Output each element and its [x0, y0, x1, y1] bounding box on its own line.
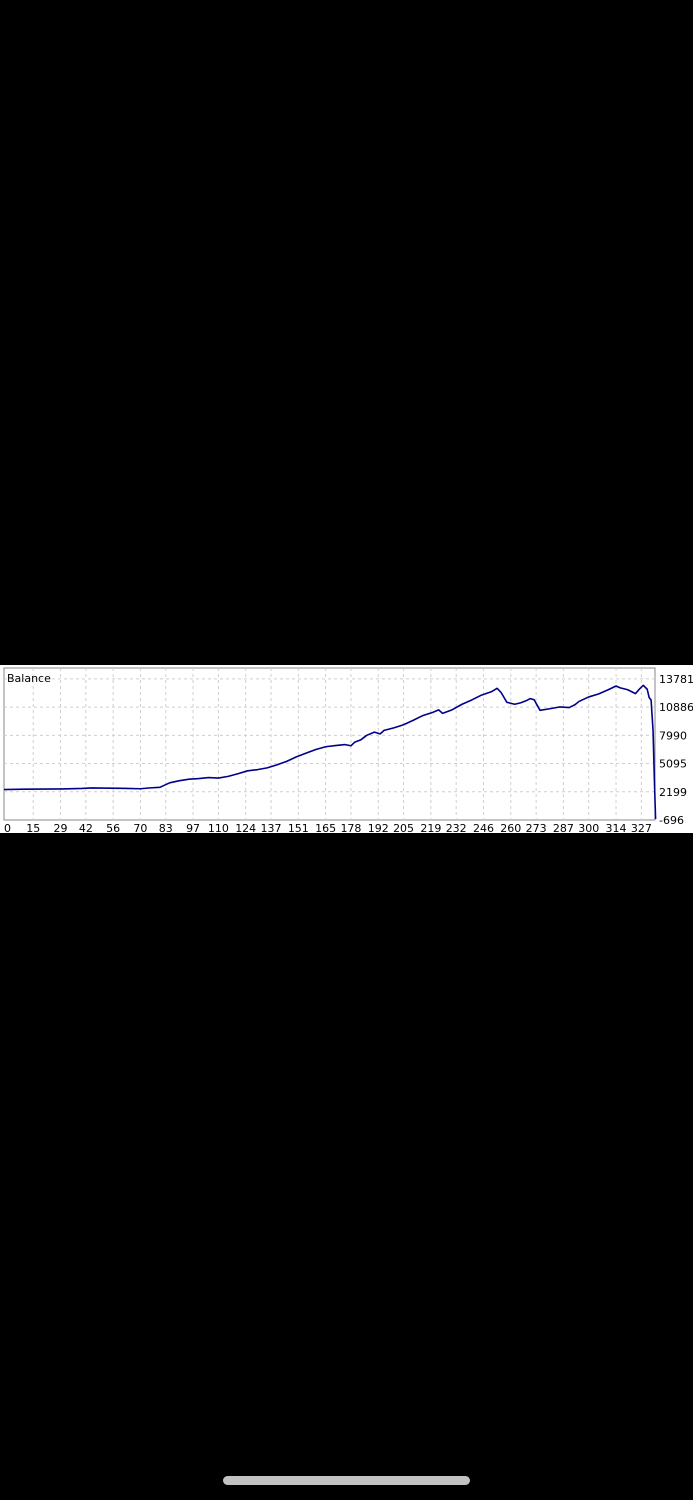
x-tick-label: 151	[288, 822, 309, 833]
x-tick-label: 232	[446, 822, 467, 833]
x-tick-label: 287	[553, 822, 574, 833]
x-tick-label: 246	[473, 822, 494, 833]
x-tick-label: 273	[526, 822, 547, 833]
balance-chart-panel: 0 15 29 42 56 70 83 97 110 124 137 151 165 178 192 205 2…	[0, 665, 693, 833]
x-tick-label: 137	[261, 822, 282, 833]
x-tick-label: 83	[159, 822, 173, 833]
x-tick-label: 29	[54, 822, 68, 833]
y-tick-label: 7990	[659, 729, 687, 742]
x-tick-label: 0	[4, 822, 11, 833]
x-tick-label: 192	[368, 822, 389, 833]
x-tick-label: 205	[393, 822, 414, 833]
home-indicator[interactable]	[223, 1476, 470, 1485]
x-tick-label: 56	[106, 822, 120, 833]
x-tick-label: 97	[186, 822, 200, 833]
x-tick-label: 314	[606, 822, 627, 833]
y-tick-label: 10886	[659, 701, 693, 714]
x-tick-label: 219	[420, 822, 441, 833]
y-tick-label: -696	[659, 814, 684, 827]
y-tick-label: 5095	[659, 758, 687, 771]
grid-x	[32, 668, 642, 820]
x-tick-label: 15	[26, 822, 40, 833]
y-tick-label: 13781	[659, 673, 693, 686]
grid-y	[4, 678, 655, 793]
x-tick-label: 260	[500, 822, 521, 833]
x-tick-label: 178	[340, 822, 361, 833]
x-tick-label: 124	[235, 822, 256, 833]
plot-area	[3, 667, 656, 821]
x-tick-label: 110	[208, 822, 229, 833]
series-layer	[3, 684, 657, 820]
x-tick-label: 165	[315, 822, 336, 833]
x-tick-label: 327	[631, 822, 652, 833]
balance-series-line	[3, 684, 657, 820]
y-tick-label: 2199	[659, 786, 687, 799]
x-tick-label: 300	[578, 822, 599, 833]
x-tick-label: 42	[79, 822, 93, 833]
balance-chart: 0 15 29 42 56 70 83 97 110 124 137 151 165 178 192 205 2…	[3, 667, 693, 833]
chart-title: Balance	[7, 672, 51, 685]
x-tick-labels: 0 15 29 42 56 70 83 97 110 124 137 151 165 178 192 205 2…	[4, 822, 652, 833]
y-tick-labels: 13781 10886 7990 5095 2199 -696	[659, 673, 693, 827]
x-tick-label: 70	[133, 822, 147, 833]
